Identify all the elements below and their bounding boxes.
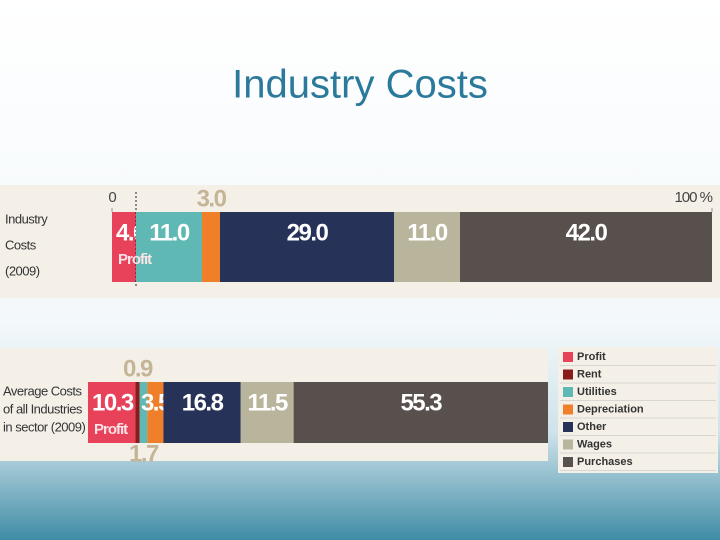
legend-swatch: [563, 404, 573, 415]
legend-swatch: [563, 422, 573, 432]
bar-segment: [460, 212, 712, 282]
legend-label: Wages: [577, 438, 612, 450]
bar-segment: [220, 212, 394, 282]
value-label: 55.3: [400, 389, 442, 416]
bar-segment: [202, 212, 220, 282]
legend-label: Other: [577, 421, 607, 433]
bar-segment: [147, 382, 164, 443]
bar-segment: [293, 382, 548, 443]
legend-swatch: [563, 352, 573, 362]
x-tick-label: 0: [108, 189, 116, 206]
legend-swatch: [563, 457, 573, 467]
value-label: 11.0: [407, 219, 448, 246]
value-label: 29.0: [287, 219, 329, 246]
category-label: Industry: [5, 211, 48, 226]
annotation: Profit: [94, 421, 128, 438]
value-label: 1.7: [129, 440, 159, 467]
value-label: 3.0: [197, 185, 227, 212]
bar-segment: [240, 382, 294, 443]
legend-label: Purchases: [577, 456, 633, 468]
bar-segment: [136, 212, 202, 282]
category-label: Costs: [5, 237, 37, 252]
value-label: 10.3: [92, 389, 134, 416]
legend-label: Utilities: [577, 386, 617, 398]
category-label: (2009): [5, 263, 40, 278]
value-label: 11.5: [247, 389, 288, 416]
bar-segment: [163, 382, 241, 443]
category-label: Average Costs: [3, 383, 83, 398]
value-label: 42.0: [566, 219, 608, 246]
legend-swatch: [563, 387, 573, 397]
bar-segment: [135, 382, 140, 443]
legend-swatch: [563, 369, 573, 380]
value-label: 16.8: [182, 389, 224, 416]
bar-segment: [139, 382, 148, 443]
annotation: Profit: [118, 251, 152, 268]
value-label: 11.0: [149, 219, 190, 246]
slide-title: Industry Costs: [232, 63, 488, 107]
value-label: 0.9: [123, 355, 153, 382]
bar-segment: [112, 212, 136, 282]
bar-segment: [394, 212, 460, 282]
legend-box: [558, 347, 718, 473]
x-tick-label: 100 %: [674, 189, 712, 206]
legend-label: Depreciation: [577, 403, 644, 415]
bar-segment: [88, 382, 136, 443]
category-label: of all Industries: [3, 401, 83, 416]
legend-swatch: [563, 439, 573, 450]
category-label: in sector (2009): [3, 419, 85, 434]
legend-label: Profit: [577, 351, 606, 363]
legend-label: Rent: [577, 368, 602, 380]
